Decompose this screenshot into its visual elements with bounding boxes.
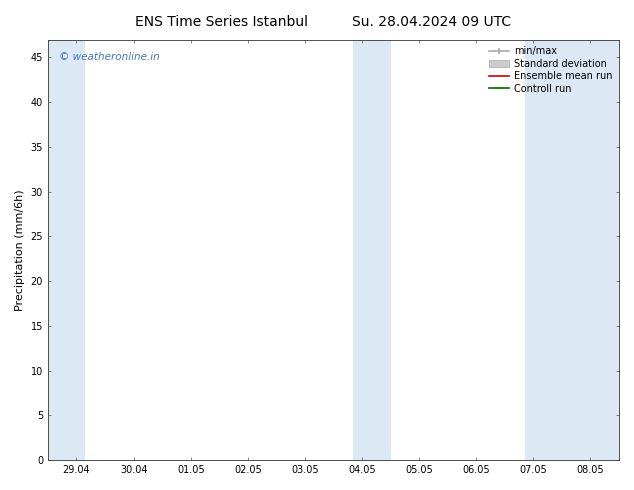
- Text: Su. 28.04.2024 09 UTC: Su. 28.04.2024 09 UTC: [352, 15, 510, 29]
- Text: © weatheronline.in: © weatheronline.in: [60, 52, 160, 62]
- Bar: [525, 40, 619, 460]
- Y-axis label: Precipitation (mm/6h): Precipitation (mm/6h): [15, 189, 25, 311]
- Bar: [353, 40, 391, 460]
- Text: ENS Time Series Istanbul: ENS Time Series Istanbul: [136, 15, 308, 29]
- Legend: min/max, Standard deviation, Ensemble mean run, Controll run: min/max, Standard deviation, Ensemble me…: [488, 45, 614, 96]
- Bar: [48, 40, 85, 460]
